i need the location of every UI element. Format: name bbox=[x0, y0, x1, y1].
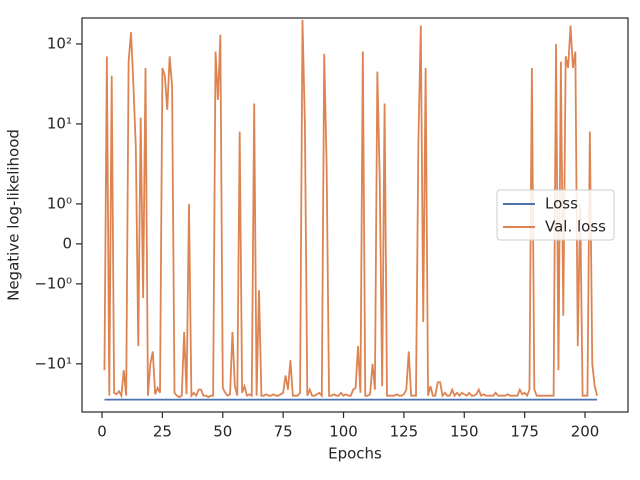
series-line bbox=[103, 19, 598, 399]
x-axis-label: Epochs bbox=[328, 445, 382, 463]
axes-frame bbox=[81, 17, 629, 413]
x-tick-label: 150 bbox=[450, 423, 479, 441]
x-tick-label: 125 bbox=[390, 423, 419, 441]
x-tick-label: 25 bbox=[153, 423, 172, 441]
x-tick-label: 75 bbox=[274, 423, 293, 441]
y-tick-label: 10⁰ bbox=[47, 194, 72, 212]
y-tick-label: 10¹ bbox=[47, 114, 72, 132]
legend-label: Loss bbox=[545, 195, 578, 213]
y-tick-label: 0 bbox=[62, 234, 72, 252]
y-tick-label: −10¹ bbox=[34, 354, 72, 372]
x-tick-label: 200 bbox=[571, 423, 600, 441]
y-tick-label: −10⁰ bbox=[34, 274, 72, 292]
legend-label: Val. loss bbox=[545, 218, 606, 236]
x-tick-label: 0 bbox=[97, 423, 107, 441]
x-tick-label: 50 bbox=[213, 423, 232, 441]
x-tick-label: 100 bbox=[329, 423, 358, 441]
y-tick-label: 10² bbox=[47, 34, 72, 52]
x-tick-label: 175 bbox=[510, 423, 539, 441]
y-axis-label: Negative log-likelihood bbox=[5, 129, 23, 301]
